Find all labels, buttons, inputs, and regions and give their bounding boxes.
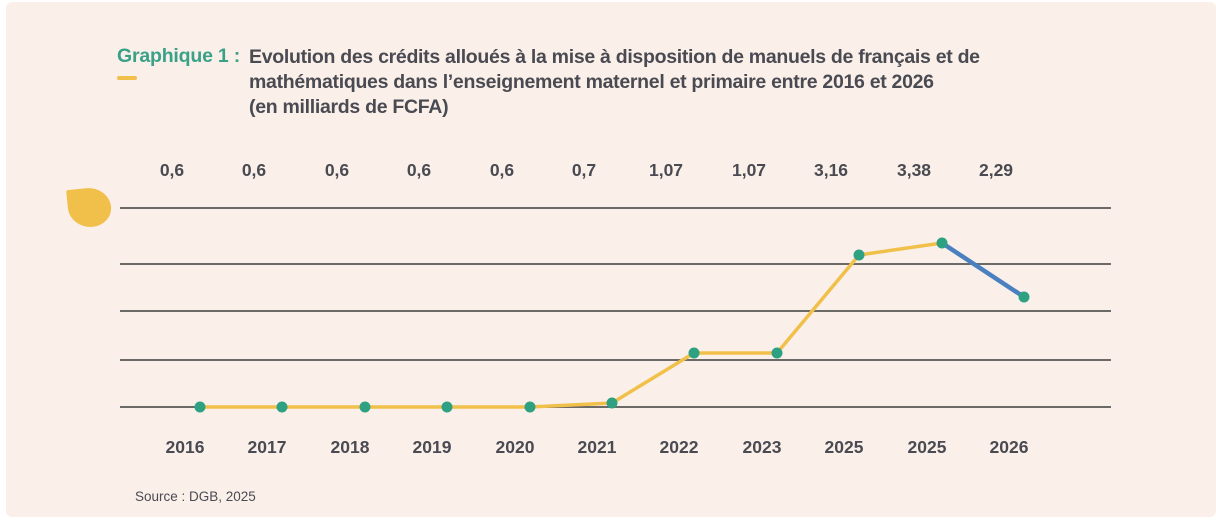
- figure-label: Graphique 1 :: [117, 45, 241, 67]
- figure-title: Evolution des crédits alloués à la mise …: [249, 45, 980, 120]
- label-underline-accent: [117, 76, 137, 80]
- title-line-3: (en milliards de FCFA): [249, 96, 449, 118]
- title-line-2: mathématiques dans l’enseignement matern…: [249, 71, 934, 93]
- title-line-1: Evolution des crédits alloués à la mise …: [249, 46, 980, 68]
- source-note: Source : DGB, 2025: [135, 489, 256, 504]
